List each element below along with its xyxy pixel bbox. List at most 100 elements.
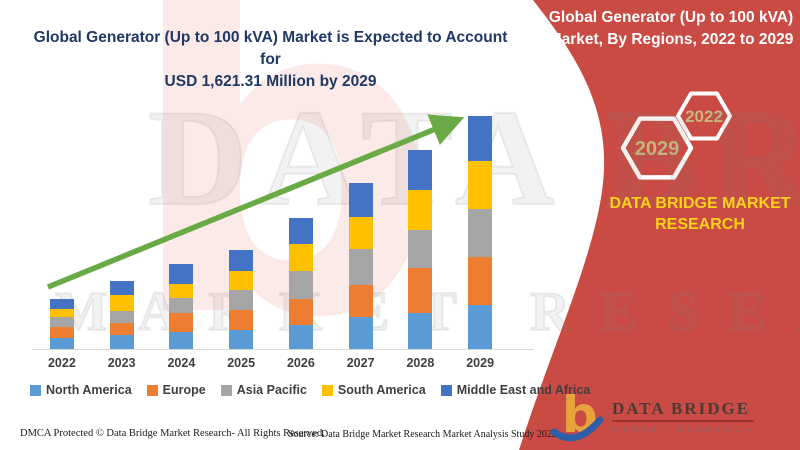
bar-segment-middle-east-and-africa-2023 (109, 280, 134, 295)
panel-title: Global Generator (Up to 100 kVA) Market,… (545, 7, 797, 51)
bar-stack-2028 (408, 150, 433, 350)
legend-item-north-america: North America (30, 383, 132, 397)
plot-column-2026 (271, 112, 331, 350)
legend: North America Europe Asia Pacific South Ame… (30, 383, 590, 397)
x-axis-label-2026: 2026 (286, 356, 315, 370)
bar-segment-europe-2028 (408, 267, 433, 313)
x-axis-label-2029: 2029 (466, 356, 495, 370)
bar-stack-2022 (49, 298, 74, 350)
x-axis-line (32, 349, 534, 350)
x-axis-label-2023: 2023 (107, 356, 136, 370)
bar-segment-europe-2024 (169, 312, 194, 332)
plot-column-2028 (391, 112, 451, 350)
plot-column-2025 (211, 112, 271, 350)
logo-swoosh (550, 416, 604, 442)
x-axis-labels: 2022 2023 2024 2025 2026 2027 2028 2029 (32, 356, 510, 370)
bar-stack-2027 (348, 183, 373, 350)
brand-text-line2: RESEARCH (655, 216, 745, 233)
bar-segment-south-america-2026 (288, 243, 313, 271)
plot-column-2024 (152, 112, 212, 350)
plot-column-2027 (331, 112, 391, 350)
bar-segment-north-america-2027 (348, 316, 373, 350)
legend-item-europe: Europe (146, 383, 206, 397)
bar-segment-middle-east-and-africa-2026 (288, 217, 313, 244)
hexagon-2022 (676, 91, 732, 141)
brand-text-line1: DATA BRIDGE MARKET (609, 195, 791, 212)
bar-stack-2024 (169, 263, 194, 350)
legend-label-europe: Europe (162, 383, 206, 397)
bar-segment-south-america-2024 (169, 283, 194, 298)
bar-segment-asia-pacific-2029 (468, 209, 493, 257)
bar-segment-europe-2025 (229, 309, 254, 330)
data-bridge-logo-icon: b (550, 388, 604, 444)
bar-segment-asia-pacific-2023 (109, 310, 134, 323)
x-axis-label-2024: 2024 (167, 356, 196, 370)
hexagon-2022-label: 2022 (685, 107, 723, 126)
x-axis-label-2027: 2027 (346, 356, 375, 370)
bar-segment-north-america-2023 (109, 335, 134, 350)
footer-dmca-text: DMCA Protected © Data Bridge Market Rese… (20, 428, 325, 439)
bar-segment-north-america-2028 (408, 312, 433, 350)
bar-segment-asia-pacific-2025 (229, 289, 254, 310)
bar-segment-north-america-2022 (49, 337, 74, 350)
legend-label-north-america: North America (46, 383, 132, 397)
bar-segment-middle-east-and-africa-2029 (468, 116, 493, 162)
brand-text: DATA BRIDGE MARKET RESEARCH (600, 193, 800, 235)
bar-segment-south-america-2028 (408, 189, 433, 230)
legend-swatch-south-america (321, 384, 333, 396)
bar-segment-south-america-2022 (49, 308, 74, 317)
bar-segment-middle-east-and-africa-2028 (408, 150, 433, 190)
bar-segment-asia-pacific-2024 (169, 297, 194, 313)
bar-segment-europe-2027 (348, 284, 373, 317)
bar-stack-2029 (468, 116, 493, 350)
chart-title: Global Generator (Up to 100 kVA) Market … (28, 27, 513, 93)
x-axis-label-2028: 2028 (406, 356, 435, 370)
plot-column-2023 (92, 112, 152, 350)
bar-segment-middle-east-and-africa-2022 (49, 298, 74, 309)
legend-swatch-asia-pacific (220, 384, 232, 396)
bar-segment-south-america-2027 (348, 217, 373, 249)
x-axis-label-2025: 2025 (227, 356, 256, 370)
bar-segment-north-america-2025 (229, 329, 254, 350)
legend-label-south-america: South America (337, 383, 426, 397)
bar-stack-2025 (229, 249, 254, 350)
chart-title-line2: USD 1,621.31 Million by 2029 (164, 73, 377, 90)
hexagon-2029-label: 2029 (635, 138, 680, 160)
bar-segment-south-america-2023 (109, 294, 134, 311)
bar-stack-2026 (288, 217, 313, 350)
bar-segment-north-america-2026 (288, 324, 313, 350)
legend-swatch-north-america (30, 384, 41, 396)
legend-swatch-europe (146, 384, 158, 396)
bar-segment-middle-east-and-africa-2027 (348, 183, 373, 218)
legend-label-asia-pacific: Asia Pacific (236, 383, 307, 397)
panel-title-line2: Market, By Regions, 2022 to 2029 (548, 31, 794, 48)
bar-segment-europe-2023 (109, 322, 134, 335)
bar-stack-2023 (109, 280, 134, 350)
plot-column-2029 (450, 112, 510, 350)
bar-segment-middle-east-and-africa-2024 (169, 263, 194, 284)
plot-area (32, 112, 510, 350)
data-bridge-logo: b DATA BRIDGE MARKET RESEARCH (550, 388, 755, 444)
bar-segment-asia-pacific-2027 (348, 248, 373, 285)
bar-segment-europe-2029 (468, 256, 493, 305)
logo-text: DATA BRIDGE MARKET RESEARCH (612, 399, 755, 434)
footer-source-text: Source: Data Bridge Market Research Mark… (288, 429, 557, 440)
bar-segment-north-america-2029 (468, 304, 493, 350)
logo-subtitle: MARKET RESEARCH (612, 424, 755, 434)
bar-segment-asia-pacific-2028 (408, 229, 433, 268)
legend-label-middle-east-and-africa: Middle East and Africa (456, 383, 591, 397)
panel-title-line1: Global Generator (Up to 100 kVA) (548, 9, 794, 26)
x-axis-label-2022: 2022 (47, 356, 76, 370)
hexagon-2029 (620, 116, 694, 180)
bar-segment-south-america-2029 (468, 161, 493, 210)
bar-segment-europe-2022 (49, 326, 74, 338)
chart-title-line1: Global Generator (Up to 100 kVA) Market … (33, 29, 508, 68)
legend-swatch-middle-east-and-africa (440, 384, 452, 396)
bar-segment-europe-2026 (288, 298, 313, 325)
legend-item-asia-pacific: Asia Pacific (220, 383, 307, 397)
legend-item-south-america: South America (321, 383, 426, 397)
bar-segment-south-america-2025 (229, 270, 254, 290)
bar-segment-asia-pacific-2022 (49, 316, 74, 327)
